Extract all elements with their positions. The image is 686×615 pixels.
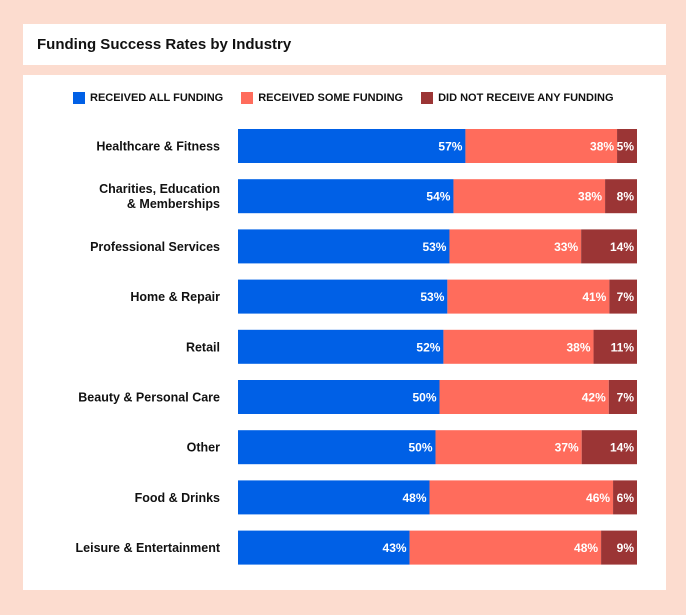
data-label: 54% <box>426 190 450 204</box>
bar-segment <box>238 229 450 264</box>
data-label: 53% <box>420 290 444 304</box>
category-label: Other <box>187 441 220 455</box>
bar-segment <box>429 480 614 515</box>
legend-item-all: RECEIVED ALL FUNDING <box>73 92 223 104</box>
chart-box: RECEIVED ALL FUNDING RECEIVED SOME FUNDI… <box>23 75 666 590</box>
category-label: & Memberships <box>127 197 220 211</box>
data-label: 5% <box>617 140 635 154</box>
data-label: 41% <box>582 290 606 304</box>
legend-swatch <box>73 92 85 104</box>
data-label: 57% <box>438 140 462 154</box>
bar-segment <box>613 480 637 515</box>
data-label: 42% <box>582 391 606 405</box>
chart-title: Funding Success Rates by Industry <box>37 36 292 53</box>
data-label: 48% <box>574 541 598 555</box>
data-label: 50% <box>412 391 436 405</box>
bar-segment <box>238 129 466 163</box>
data-label: 11% <box>611 340 635 354</box>
legend-item-some: RECEIVED SOME FUNDING <box>241 92 403 104</box>
legend-label: DID NOT RECEIVE ANY FUNDING <box>438 92 614 104</box>
data-label: 46% <box>586 491 610 505</box>
legend-label: RECEIVED ALL FUNDING <box>90 92 224 104</box>
category-label: Home & Repair <box>130 290 220 304</box>
bar-segment <box>601 530 637 565</box>
bar-segment <box>238 380 440 414</box>
bar-segment <box>605 179 637 214</box>
data-label: 38% <box>578 190 602 204</box>
data-label: 38% <box>590 140 614 154</box>
legend-item-none: DID NOT RECEIVE ANY FUNDING <box>421 92 614 104</box>
legend-label: RECEIVED SOME FUNDING <box>258 92 404 104</box>
bar-segment <box>238 179 454 214</box>
category-label: Healthcare & Fitness <box>96 140 220 154</box>
legend-swatch <box>241 92 254 104</box>
bar-segment <box>238 530 410 565</box>
data-label: 9% <box>617 541 635 555</box>
bar-segment <box>447 279 610 314</box>
bar-segment <box>238 480 430 515</box>
bar-segment <box>465 129 618 163</box>
bar-chart: Healthcare & Fitness 57% 38% 5%Charities, E… <box>76 129 637 565</box>
title-box: Funding Success Rates by Industry <box>23 24 666 65</box>
category-label: Retail <box>186 340 220 354</box>
legend-swatch <box>421 92 434 104</box>
legend: RECEIVED ALL FUNDING RECEIVED SOME FUNDI… <box>73 92 614 104</box>
data-label: 37% <box>555 441 579 455</box>
bar-segment <box>238 329 444 364</box>
category-label: Leisure & Entertainment <box>76 541 221 555</box>
category-label: Food & Drinks <box>135 491 220 505</box>
bar-segment <box>608 380 637 414</box>
data-label: 43% <box>383 541 407 555</box>
bar-segment <box>617 129 637 163</box>
data-label: 52% <box>416 340 440 354</box>
category-label: Professional Services <box>90 240 220 254</box>
data-label: 33% <box>554 240 578 254</box>
bar-segment <box>435 430 582 465</box>
bar-segment <box>443 329 594 364</box>
bar-segment <box>409 530 602 565</box>
category-label: Beauty & Personal Care <box>78 391 220 405</box>
bar-segment <box>449 229 582 264</box>
bar-segment <box>609 279 637 314</box>
data-label: 53% <box>422 240 446 254</box>
data-label: 14% <box>610 441 634 455</box>
category-label: Charities, Education <box>99 182 220 196</box>
data-label: 6% <box>617 491 635 505</box>
data-label: 48% <box>402 491 426 505</box>
data-label: 14% <box>610 240 634 254</box>
bar-segment <box>581 229 637 264</box>
data-label: 50% <box>408 441 432 455</box>
data-label: 7% <box>617 290 635 304</box>
bar-segment <box>439 380 609 414</box>
data-label: 38% <box>567 340 591 354</box>
bar-segment <box>238 279 448 314</box>
bar-segment <box>238 430 436 465</box>
bar-segment <box>581 430 637 465</box>
data-label: 7% <box>617 391 635 405</box>
data-label: 8% <box>617 190 635 204</box>
bar-segment <box>453 179 606 214</box>
bar-segment <box>593 329 637 364</box>
